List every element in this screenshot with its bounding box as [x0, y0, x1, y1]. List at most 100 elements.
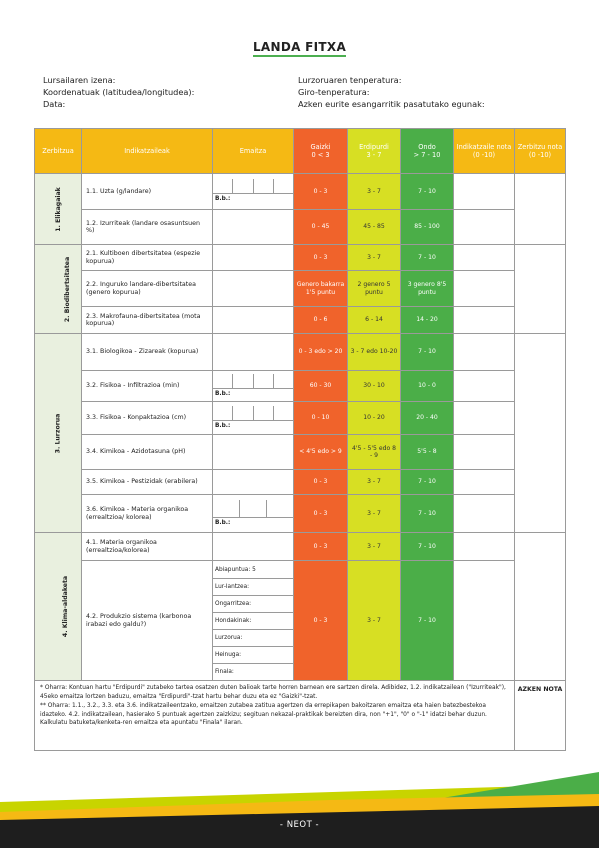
indicator-label: 3.1. Biologikoa - Zizareak (kopurua) [81, 333, 213, 371]
indicator-score-cell[interactable] [453, 333, 515, 371]
result-cell[interactable]: B.b.: [212, 494, 294, 533]
result-cell[interactable] [212, 333, 294, 371]
table-row: 2.2. Inguruko landare-dibertsitatea (gen… [35, 270, 566, 307]
produkzio-result-cell[interactable]: Abiapuntua: 5 Lur-lantzea: Ongarritzea: … [212, 560, 294, 681]
range-ondo: 7 - 10 [400, 560, 454, 681]
result-cell[interactable] [212, 434, 294, 470]
indicator-score-cell[interactable] [453, 244, 515, 271]
result-cell[interactable]: B.b.: [212, 401, 294, 435]
table-row: 4.2. Produkzio sistema (karbonoa irabazi… [35, 560, 566, 681]
notes-cell: * Oharra: Kontuan hartu "Erdipurdi" zuta… [34, 680, 515, 751]
table-row: 2.3. Makrofauna-dibertsitatea (mota kopu… [35, 306, 566, 334]
range-erdipurdi: 3 - 7 [347, 244, 401, 271]
indicator-score-cell[interactable] [453, 370, 515, 402]
meta-left: Lursailaren izena: Koordenatuak (latitud… [43, 74, 194, 110]
section-lurzorua: 3. Lurzorua [34, 333, 82, 533]
range-gaizki: < 4'5 edo > 9 [293, 434, 348, 470]
range-erdipurdi: 45 - 85 [347, 209, 401, 245]
indicator-score-cell[interactable] [453, 532, 515, 561]
indicator-label: 4.1. Materia organikoa (errealtzioa/kolo… [81, 532, 213, 561]
produkzio-lurzorua[interactable]: Lurzorua: [213, 630, 293, 647]
indicator-label: 3.4. Kimikoa - Azidotasuna (pH) [81, 434, 213, 470]
note-2: ** Oharra: 1.1., 3.2., 3.3. eta 3.6. ind… [40, 703, 487, 727]
notes-row: * Oharra: Kontuan hartu "Erdipurdi" zuta… [34, 680, 566, 751]
range-ondo: 10 - 0 [400, 370, 454, 402]
range-gaizki: 0 - 3 [293, 244, 348, 271]
range-ondo: 20 - 40 [400, 401, 454, 435]
result-cell[interactable] [212, 469, 294, 495]
indicator-label: 3.3. Fisikoa - Konpaktazioa (cm) [81, 401, 213, 435]
range-erdipurdi: 3 - 7 edo 10-20 [347, 333, 401, 371]
indicator-score-cell[interactable] [453, 560, 515, 681]
result-cell[interactable] [212, 244, 294, 271]
result-cell[interactable]: B.b.: [212, 173, 294, 210]
range-gaizki: 60 - 30 [293, 370, 348, 402]
produkzio-heinuga[interactable]: Heinuga: [213, 647, 293, 664]
table-row: 3.2. Fisikoa - Infiltrazioa (min) B.b.: … [35, 370, 566, 402]
range-erdipurdi: 3 - 7 [347, 532, 401, 561]
section-elikagaiak: 1. Elikagaiak [34, 173, 82, 245]
range-erdipurdi: 6 - 14 [347, 306, 401, 334]
field-eurite-label: Azken eurite esangarritik pasatutako egu… [298, 99, 485, 109]
range-gaizki: 0 - 3 [293, 560, 348, 681]
range-gaizki: 0 - 6 [293, 306, 348, 334]
produkzio-abiapuntua[interactable]: Abiapuntua: 5 [213, 562, 293, 579]
service-score-cell[interactable] [514, 333, 566, 533]
header-gaizki: Gaizki 0 < 3 [293, 128, 348, 174]
produkzio-lur-lantzea[interactable]: Lur-lantzea: [213, 579, 293, 596]
range-erdipurdi: 30 - 10 [347, 370, 401, 402]
page-title: LANDA FITXA [0, 40, 599, 57]
field-giro-tenperatura-label: Giro-tenperatura: [298, 87, 370, 97]
range-erdipurdi: 3 - 7 [347, 494, 401, 533]
result-cell[interactable] [212, 209, 294, 245]
service-score-cell[interactable] [514, 244, 566, 334]
range-erdipurdi: 2 genero 5 puntu [347, 270, 401, 307]
meta-right: Lurzoruaren tenperatura: Giro-tenperatur… [298, 74, 485, 110]
produkzio-finala[interactable]: Finala: [215, 668, 234, 675]
range-erdipurdi: 3 - 7 [347, 469, 401, 495]
indicator-label: 3.6. Kimikoa - Materia organikoa (erreal… [81, 494, 213, 533]
azken-nota-cell[interactable]: AZKEN NOTA [514, 680, 566, 751]
field-lurzoru-tenperatura-label: Lurzoruaren tenperatura: [298, 75, 402, 85]
field-data-label: Data: [43, 99, 66, 109]
footer-stripe-dark [0, 806, 599, 848]
field-lursail-label: Lursailaren izena: [43, 75, 116, 85]
indicator-label: 3.2. Fisikoa - Infiltrazioa (min) [81, 370, 213, 402]
range-ondo: 7 - 10 [400, 173, 454, 210]
service-score-cell[interactable] [514, 173, 566, 245]
range-gaizki: 0 - 3 [293, 173, 348, 210]
indicator-score-cell[interactable] [453, 401, 515, 435]
field-koordenatuak-label: Koordenatuak (latitudea/longitudea): [43, 87, 195, 97]
indicator-score-cell[interactable] [453, 209, 515, 245]
table-row: 2. Biodibertsitatea 2.1. Kultiboen diber… [34, 244, 566, 334]
range-ondo: 85 - 100 [400, 209, 454, 245]
indicator-score-cell[interactable] [453, 469, 515, 495]
table-row: 1.2. Izurriteak (landare osasuntsuen %) … [35, 209, 566, 245]
produkzio-ongarritzea[interactable]: Ongarritzea: [213, 596, 293, 613]
indicator-score-cell[interactable] [453, 306, 515, 334]
range-gaizki: Genero bakarra 1'5 puntu [293, 270, 348, 307]
result-cell[interactable] [212, 270, 294, 307]
range-ondo: 14 - 20 [400, 306, 454, 334]
result-cell[interactable] [212, 306, 294, 334]
indicator-label: 2.3. Makrofauna-dibertsitatea (mota kopu… [81, 306, 213, 334]
indicator-score-cell[interactable] [453, 270, 515, 307]
produkzio-hondakinak[interactable]: Hondakinak: [213, 613, 293, 630]
indicator-score-cell[interactable] [453, 434, 515, 470]
table-row: 3.3. Fisikoa - Konpaktazioa (cm) B.b.: 0… [35, 401, 566, 435]
range-ondo: 7 - 10 [400, 469, 454, 495]
note-1: * Oharra: Kontuan hartu "Erdipurdi" zuta… [40, 685, 506, 700]
result-cell[interactable] [212, 532, 294, 561]
indicator-label: 2.1. Kultiboen dibertsitatea (espezie ko… [81, 244, 213, 271]
range-gaizki: 0 - 3 [293, 469, 348, 495]
indicator-score-cell[interactable] [453, 173, 515, 210]
section-klima-aldaketa: 4. Klima-aldaketa [34, 532, 82, 681]
section-biodibertsitatea: 2. Biodibertsitatea [34, 244, 82, 334]
indicator-score-cell[interactable] [453, 494, 515, 533]
result-cell[interactable]: B.b.: [212, 370, 294, 402]
service-score-cell[interactable] [514, 532, 566, 681]
range-erdipurdi: 3 - 7 [347, 560, 401, 681]
header-indikatzaile-nota: Indikatzaile nota (0 -10) [453, 128, 515, 174]
header-erdipurdi: Erdipurdi 3 - 7 [347, 128, 401, 174]
